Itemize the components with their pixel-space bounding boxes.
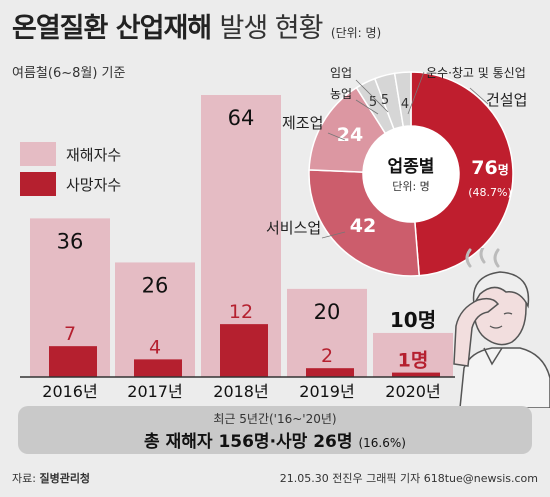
pie-title: 업종별 <box>388 157 435 177</box>
pie-leader-line-2 <box>327 132 346 141</box>
summary-pct: (16.6%) <box>358 436 406 450</box>
title-main: 온열질환 산업재해 <box>12 13 212 44</box>
tick-label-2: 2018년 <box>213 382 268 401</box>
pie-value-label-3: 5 <box>369 95 377 110</box>
pie-leader-line-1 <box>321 231 346 239</box>
tick-label-4: 2020년 <box>385 382 440 401</box>
bar-victims-1 <box>115 262 195 377</box>
label-deaths-0: 7 <box>64 323 76 345</box>
bar-deaths-2 <box>220 324 268 377</box>
label-victims-0: 36 <box>57 229 84 253</box>
title-unit: (단위: 명) <box>330 26 382 40</box>
pie-value-label-1: 42 <box>350 215 376 237</box>
pie-leader-line-4 <box>355 79 389 113</box>
tick-label-3: 2019년 <box>299 382 354 401</box>
credit: 21.05.30 전진우 그래픽 기자 618tue@newsis.com <box>279 472 538 485</box>
label-deaths-3: 2 <box>321 345 333 367</box>
pie-value-label-5: 4 <box>401 97 409 112</box>
pie-subtitle: 단위: 명 <box>392 180 430 193</box>
page-title: 온열질환 산업재해 발생 현황 (단위: 명) <box>12 6 381 45</box>
summary-total-text: 총 재해자 156명·사망 26명 <box>144 432 353 452</box>
tick-label-1: 2017년 <box>127 382 182 401</box>
label-deaths-4: 1명 <box>398 350 429 372</box>
pie-leader-line-5 <box>407 71 425 115</box>
pie-category-label-3: 농업 <box>330 87 352 101</box>
bar-victims-3 <box>287 288 367 377</box>
source-label: 자료: <box>12 472 36 485</box>
pie-hole <box>363 126 459 222</box>
bar-deaths-3 <box>306 368 354 377</box>
tick-label-0: 2016년 <box>42 382 97 401</box>
summary-total: 총 재해자 156명·사망 26명 (16.6%) <box>18 427 532 452</box>
pie-value-label-0: 76명 <box>471 157 509 179</box>
label-victims-4: 10명 <box>390 308 436 332</box>
bar-deaths-4 <box>392 372 440 377</box>
label-deaths-1: 4 <box>149 336 161 358</box>
title-rest: 발생 현황 <box>219 13 324 44</box>
legend-label-victims: 재해자수 <box>66 146 122 164</box>
pie-category-label-2: 제조업 <box>282 114 323 132</box>
bar-deaths-0 <box>49 346 97 377</box>
bar-victims-4 <box>373 332 453 377</box>
pie-value-label-4: 5 <box>381 93 389 108</box>
subtitle: 여름철(6~8월) 기준 <box>12 66 126 81</box>
label-victims-1: 26 <box>142 273 169 297</box>
summary-box: 최근 5년간('16~'20년) 총 재해자 156명·사망 26명 (16.6… <box>18 406 532 454</box>
summary-period: 최근 5년간('16~'20년) <box>213 412 337 426</box>
heat-stressed-worker-icon <box>453 248 550 408</box>
pie-category-label-1: 서비스업 <box>266 219 321 237</box>
legend-label-deaths: 사망자수 <box>66 176 122 194</box>
label-deaths-2: 12 <box>229 301 253 323</box>
legend-swatch-victims <box>20 142 56 166</box>
pie-category-label-5: 운수·창고 및 통신업 <box>426 66 526 80</box>
source: 자료: 질병관리청 <box>12 470 90 486</box>
source-name: 질병관리청 <box>39 472 91 485</box>
pie-category-label-0: 건설업 <box>486 91 527 109</box>
label-victims-2: 64 <box>228 106 255 130</box>
legend-swatch-deaths <box>20 172 56 196</box>
pie-value-label-2: 24 <box>337 124 363 146</box>
pie-category-label-4: 임업 <box>330 66 352 80</box>
pie-pct-label-0: (48.7%) <box>468 186 512 199</box>
pie-leader-line-0 <box>469 87 489 105</box>
pie-leader-line-3 <box>355 99 379 115</box>
bar-deaths-1 <box>134 359 182 377</box>
label-victims-3: 20 <box>314 300 341 324</box>
